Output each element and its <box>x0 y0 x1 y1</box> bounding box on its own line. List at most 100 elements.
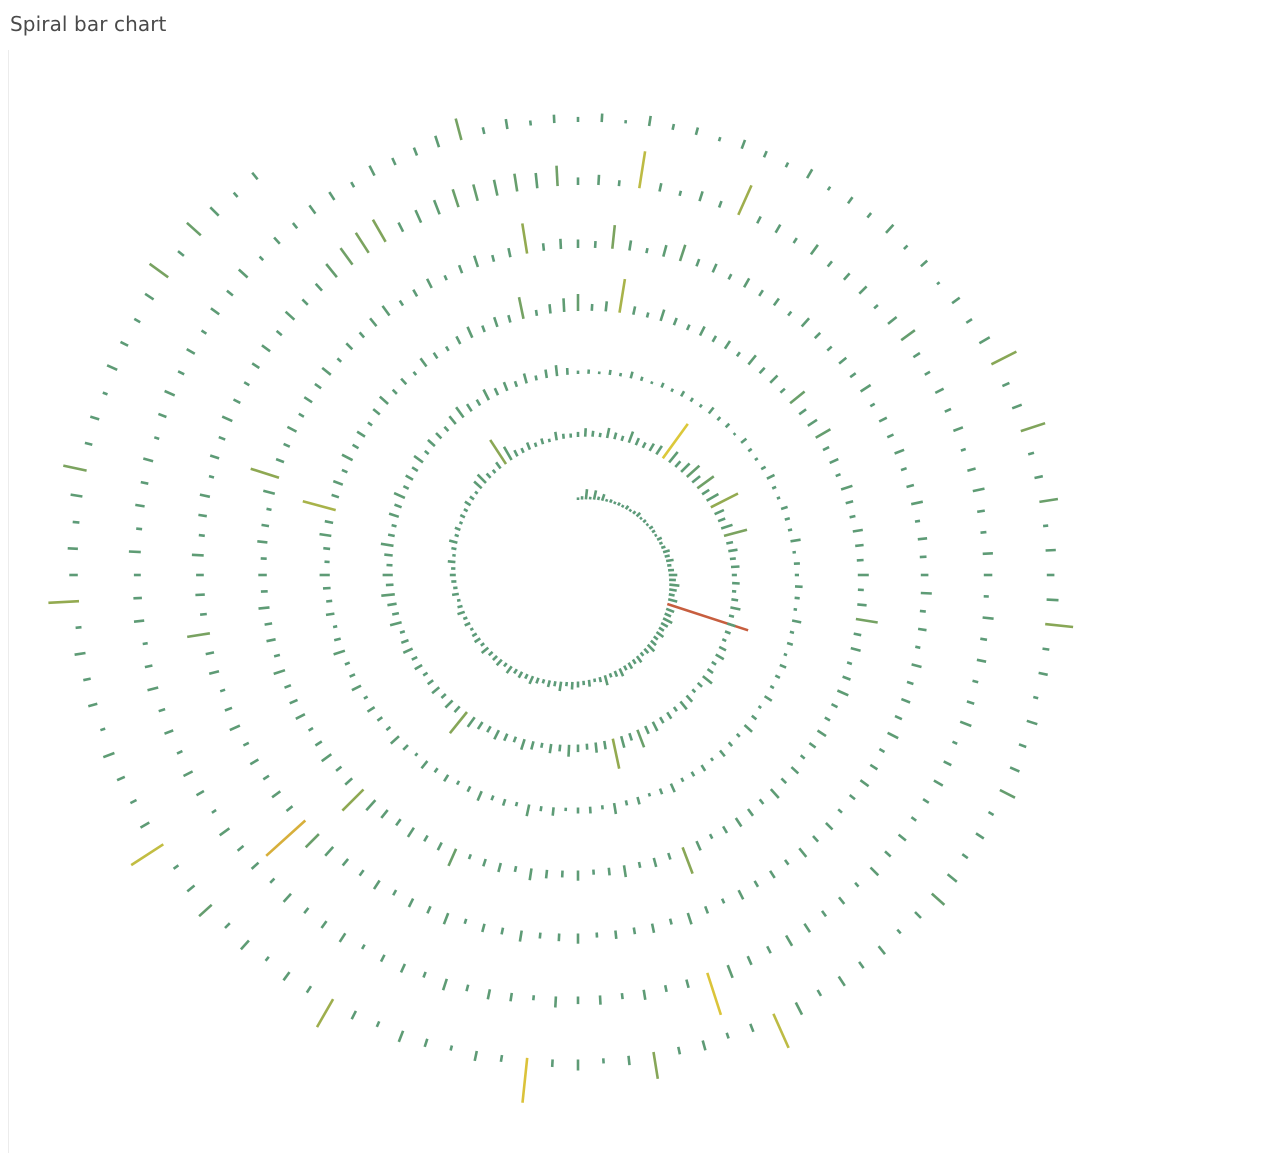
spiral-bar[interactable] <box>381 305 391 317</box>
spiral-bar[interactable] <box>667 597 678 603</box>
spiral-bar[interactable] <box>325 612 335 617</box>
spiral-bar[interactable] <box>48 599 80 605</box>
spiral-bar[interactable] <box>474 490 479 495</box>
spiral-bar[interactable] <box>849 372 857 379</box>
spiral-bar[interactable] <box>803 922 812 933</box>
spiral-bar[interactable] <box>381 593 395 597</box>
spiral-bar[interactable] <box>826 260 834 268</box>
spiral-bar[interactable] <box>671 123 676 131</box>
spiral-bar[interactable] <box>727 741 734 747</box>
spiral-bar[interactable] <box>534 309 539 316</box>
spiral-bar[interactable] <box>198 533 205 538</box>
spiral-bar[interactable] <box>854 881 860 888</box>
spiral-bar[interactable] <box>914 519 921 523</box>
spiral-bar[interactable] <box>140 480 149 485</box>
spiral-bar[interactable] <box>513 449 519 457</box>
spiral-bar[interactable] <box>456 598 461 602</box>
spiral-bar[interactable] <box>679 700 688 711</box>
spiral-bar[interactable] <box>67 547 78 551</box>
spiral-bar[interactable] <box>1032 695 1039 700</box>
spiral-bar[interactable] <box>906 483 915 489</box>
spiral-bar[interactable] <box>462 616 468 621</box>
spiral-bar[interactable] <box>648 442 656 452</box>
spiral-bar[interactable] <box>794 1001 804 1016</box>
spiral-bar[interactable] <box>554 365 559 377</box>
spiral-bar[interactable] <box>668 918 673 925</box>
spiral-bar[interactable] <box>632 927 637 935</box>
spiral-bar[interactable] <box>658 716 665 724</box>
spiral-bar[interactable] <box>664 554 670 558</box>
spiral-bar[interactable] <box>116 775 126 782</box>
spiral-bar[interactable] <box>434 135 441 148</box>
spiral-bar[interactable] <box>1011 403 1023 410</box>
spiral-bar[interactable] <box>264 955 270 962</box>
spiral-bar[interactable] <box>273 653 281 658</box>
spiral-bar[interactable] <box>541 678 546 684</box>
spiral-bar[interactable] <box>857 603 867 607</box>
spiral-bar[interactable] <box>236 844 245 852</box>
spiral-bar[interactable] <box>469 627 474 632</box>
spiral-bar[interactable] <box>273 668 286 676</box>
spiral-bar[interactable] <box>517 296 525 320</box>
spiral-bar[interactable] <box>837 808 843 814</box>
spiral-bar[interactable] <box>391 157 397 166</box>
spiral-bar[interactable] <box>521 223 529 254</box>
spiral-bar[interactable] <box>232 398 241 405</box>
spiral-bar[interactable] <box>716 416 722 422</box>
spiral-bar[interactable] <box>645 522 650 527</box>
spiral-bar[interactable] <box>473 637 482 644</box>
spiral-bar[interactable] <box>389 735 400 745</box>
spiral-bar[interactable] <box>711 335 718 343</box>
spiral-bar[interactable] <box>363 695 369 700</box>
spiral-bar[interactable] <box>229 724 241 732</box>
spiral-bar[interactable] <box>375 1020 381 1028</box>
spiral-bar[interactable] <box>239 939 250 951</box>
spiral-bar[interactable] <box>705 492 720 502</box>
spiral-bar[interactable] <box>852 528 864 533</box>
spiral-bar[interactable] <box>667 852 672 860</box>
spiral-bar[interactable] <box>448 415 457 425</box>
spiral-bar[interactable] <box>447 560 456 564</box>
spiral-bar[interactable] <box>380 542 394 548</box>
spiral-bar[interactable] <box>321 366 332 376</box>
spiral-bar[interactable] <box>855 543 864 548</box>
spiral-bar[interactable] <box>457 264 464 274</box>
spiral-bar[interactable] <box>425 278 433 289</box>
spiral-bar[interactable] <box>448 711 469 735</box>
spiral-bar[interactable] <box>663 984 668 993</box>
spiral-bar[interactable] <box>492 316 499 328</box>
spiral-bar[interactable] <box>620 992 624 1000</box>
spiral-bar[interactable] <box>391 611 400 616</box>
spiral-bar[interactable] <box>489 439 508 465</box>
spiral-bar[interactable] <box>83 677 91 682</box>
spiral-bar[interactable] <box>452 553 456 557</box>
spiral-bar[interactable] <box>464 500 472 507</box>
spiral-bar[interactable] <box>912 351 921 359</box>
spiral-bar[interactable] <box>199 612 207 616</box>
spiral-bar[interactable] <box>612 802 618 815</box>
spiral-bar[interactable] <box>1009 766 1020 773</box>
spiral-bar[interactable] <box>627 431 635 444</box>
spiral-bar[interactable] <box>209 206 220 217</box>
spiral-bar[interactable] <box>641 441 647 449</box>
spiral-bar[interactable] <box>982 616 994 620</box>
spiral-bar[interactable] <box>598 995 602 1005</box>
spiral-bar[interactable] <box>1027 451 1035 456</box>
spiral-bar[interactable] <box>658 626 665 632</box>
spiral-bar[interactable] <box>786 641 794 647</box>
spiral-bar[interactable] <box>372 408 381 416</box>
spiral-bar[interactable] <box>481 325 486 333</box>
spiral-bar[interactable] <box>858 285 868 295</box>
spiral-bar[interactable] <box>662 244 668 257</box>
spiral-bar[interactable] <box>521 1057 529 1103</box>
spiral-bar[interactable] <box>813 331 822 340</box>
spiral-bar[interactable] <box>685 324 691 331</box>
spiral-bar[interactable] <box>1020 421 1046 433</box>
spiral-bar[interactable] <box>517 671 524 679</box>
spiral-bar[interactable] <box>320 753 333 763</box>
spiral-bar[interactable] <box>376 716 384 722</box>
spiral-bar[interactable] <box>763 695 773 702</box>
spiral-bar[interactable] <box>624 800 629 806</box>
spiral-bar[interactable] <box>894 714 903 721</box>
spiral-bar[interactable] <box>546 680 552 688</box>
